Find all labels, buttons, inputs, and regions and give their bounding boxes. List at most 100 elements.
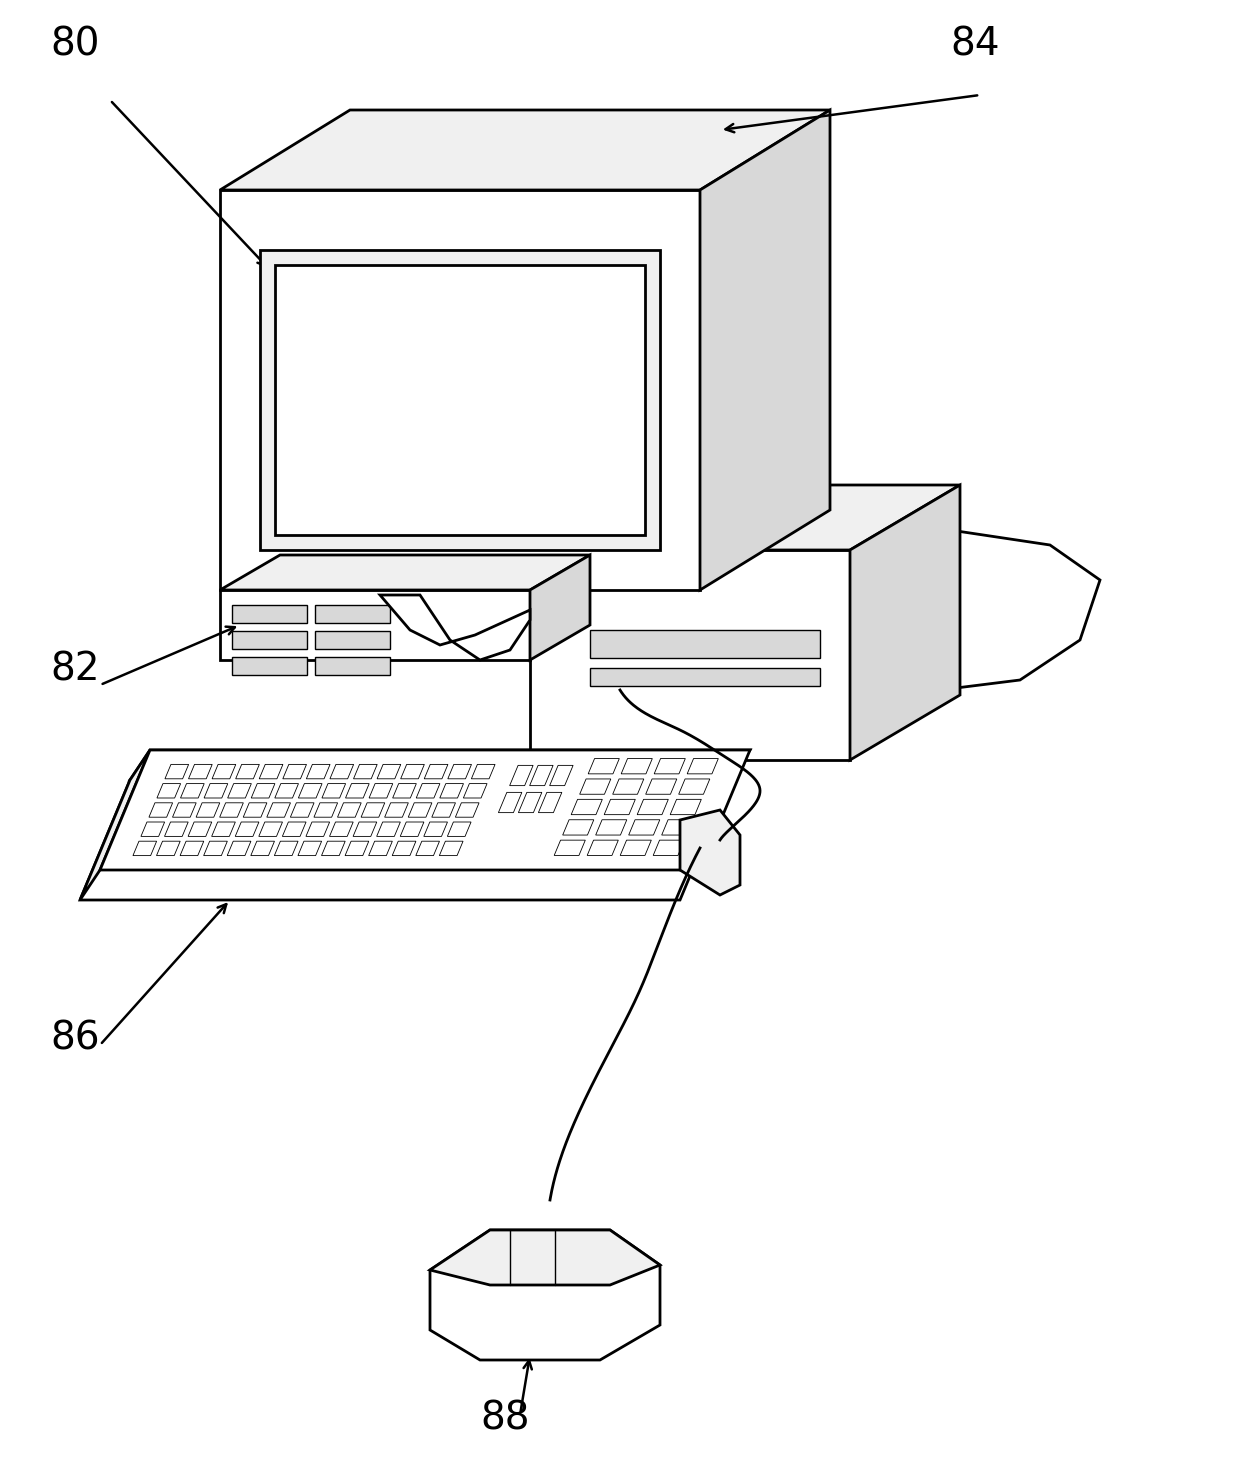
Polygon shape (156, 841, 180, 856)
Polygon shape (510, 765, 533, 786)
Polygon shape (448, 764, 471, 779)
Polygon shape (377, 822, 401, 837)
Polygon shape (384, 803, 408, 816)
Polygon shape (149, 803, 172, 816)
Polygon shape (529, 550, 849, 760)
Polygon shape (653, 840, 684, 856)
Polygon shape (440, 783, 464, 798)
Polygon shape (165, 764, 188, 779)
Polygon shape (232, 658, 308, 675)
Polygon shape (219, 803, 243, 816)
Polygon shape (430, 1231, 660, 1360)
Polygon shape (455, 803, 479, 816)
Polygon shape (613, 779, 644, 795)
Polygon shape (181, 783, 205, 798)
Polygon shape (670, 799, 702, 815)
Polygon shape (701, 109, 830, 590)
Polygon shape (529, 486, 960, 550)
Polygon shape (188, 822, 212, 837)
Polygon shape (315, 631, 391, 649)
Polygon shape (337, 803, 361, 816)
Polygon shape (315, 658, 391, 675)
Polygon shape (621, 758, 652, 774)
Polygon shape (227, 841, 250, 856)
Polygon shape (205, 783, 228, 798)
Polygon shape (232, 605, 308, 623)
Polygon shape (219, 590, 529, 660)
Polygon shape (157, 783, 181, 798)
Polygon shape (518, 792, 542, 812)
Polygon shape (172, 803, 196, 816)
Polygon shape (306, 764, 330, 779)
Polygon shape (267, 803, 290, 816)
Polygon shape (393, 783, 417, 798)
Polygon shape (196, 803, 219, 816)
Polygon shape (549, 765, 573, 786)
Polygon shape (498, 792, 522, 812)
Polygon shape (130, 749, 750, 780)
Polygon shape (228, 783, 252, 798)
Polygon shape (321, 841, 345, 856)
Polygon shape (471, 764, 495, 779)
Polygon shape (100, 749, 750, 870)
Polygon shape (81, 780, 730, 900)
Polygon shape (588, 758, 619, 774)
Polygon shape (538, 792, 562, 812)
Polygon shape (212, 764, 236, 779)
Polygon shape (283, 764, 306, 779)
Polygon shape (353, 764, 377, 779)
Polygon shape (529, 555, 590, 660)
Polygon shape (415, 841, 439, 856)
Polygon shape (290, 803, 314, 816)
Polygon shape (439, 841, 463, 856)
Polygon shape (81, 749, 150, 900)
Polygon shape (141, 822, 165, 837)
Polygon shape (330, 822, 353, 837)
Polygon shape (377, 764, 401, 779)
Polygon shape (259, 764, 283, 779)
Polygon shape (330, 764, 353, 779)
Polygon shape (401, 764, 424, 779)
Polygon shape (345, 841, 368, 856)
Text: 84: 84 (950, 25, 999, 63)
Polygon shape (203, 841, 227, 856)
Polygon shape (306, 822, 330, 837)
Polygon shape (250, 841, 274, 856)
Polygon shape (424, 764, 448, 779)
Polygon shape (572, 799, 603, 815)
Polygon shape (464, 783, 487, 798)
Polygon shape (646, 779, 677, 795)
Polygon shape (448, 822, 471, 837)
Polygon shape (849, 486, 960, 760)
Polygon shape (590, 668, 820, 687)
Polygon shape (133, 841, 156, 856)
Polygon shape (563, 819, 594, 835)
Polygon shape (252, 783, 275, 798)
Polygon shape (275, 783, 299, 798)
Polygon shape (830, 531, 1100, 690)
Polygon shape (401, 822, 424, 837)
Polygon shape (322, 783, 346, 798)
Polygon shape (370, 783, 393, 798)
Polygon shape (637, 799, 668, 815)
Polygon shape (232, 631, 308, 649)
Polygon shape (629, 819, 660, 835)
Polygon shape (604, 799, 635, 815)
Polygon shape (554, 840, 585, 856)
Polygon shape (680, 811, 740, 895)
Polygon shape (315, 605, 391, 623)
Polygon shape (590, 630, 820, 658)
Polygon shape (236, 764, 259, 779)
Polygon shape (579, 779, 611, 795)
Polygon shape (368, 841, 392, 856)
Polygon shape (259, 822, 283, 837)
Polygon shape (430, 1231, 660, 1284)
Polygon shape (392, 841, 415, 856)
Polygon shape (595, 819, 626, 835)
Polygon shape (588, 840, 619, 856)
Polygon shape (662, 819, 693, 835)
Text: 82: 82 (50, 650, 99, 688)
Polygon shape (165, 822, 188, 837)
Polygon shape (212, 822, 236, 837)
Polygon shape (283, 822, 306, 837)
